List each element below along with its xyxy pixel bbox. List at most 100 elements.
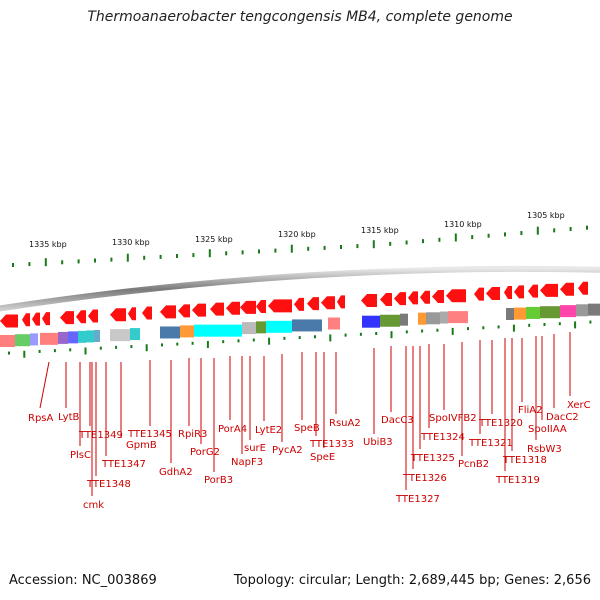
scale-tick [28, 262, 31, 267]
feature-tick [589, 320, 592, 324]
cog-bar [0, 335, 15, 347]
feature-tick [23, 350, 26, 358]
feature-tick [8, 351, 10, 355]
scale-tick [323, 245, 326, 250]
scale-tick [438, 237, 441, 242]
gene-label-plsc: PlsC [70, 450, 91, 461]
cog-bar [400, 313, 408, 326]
cog-bar [15, 334, 30, 347]
feature-tick [130, 345, 133, 349]
feature-tick [574, 321, 577, 329]
cog-bar [362, 315, 380, 328]
gene-label-tte1325: TTE1325 [410, 453, 455, 464]
feature-tick [268, 337, 271, 345]
gene-label-rpsa: RpsA [28, 413, 54, 424]
feature-tick [84, 347, 87, 355]
cog-bar [440, 311, 448, 324]
feature-tick [543, 323, 546, 327]
gene-label-tte1326: TTE1326 [402, 473, 447, 484]
kbp-label: 1310 kbp [444, 220, 482, 229]
gene-label-dacc3: DacC3 [381, 415, 414, 426]
feature-tick [558, 322, 561, 326]
cog-bar [78, 330, 86, 343]
kbp-label: 1330 kbp [112, 238, 150, 247]
gene-arrow [128, 307, 136, 321]
gene-arrow [160, 305, 176, 319]
leader-line [39, 361, 50, 409]
gene-label-lyte2: LytE2 [255, 425, 282, 436]
scale-tick [340, 245, 342, 249]
scale-tick [241, 250, 244, 255]
gene-label-pcnb2: PcnB2 [458, 459, 489, 470]
gene-label-rsua2: RsuA2 [329, 418, 361, 429]
accession-text: Accession: NC_003869 [9, 573, 157, 588]
scale-tick [94, 258, 96, 263]
gene-arrow [540, 283, 558, 297]
gene-arrow [528, 284, 538, 298]
feature-tick [482, 326, 485, 330]
kbp-label: 1315 kbp [361, 226, 399, 235]
cog-bar [448, 311, 468, 324]
gene-label-napf3: NapF3 [231, 457, 263, 468]
gene-label-tte1318: TTE1318 [502, 455, 547, 466]
gene-label-tte1347: TTE1347 [101, 459, 146, 470]
gene-label-tte1320: TTE1320 [478, 418, 523, 429]
scale-tick [487, 233, 490, 238]
scale-tick [389, 241, 392, 246]
scale-tick [77, 259, 80, 264]
kbp-label: 1305 kbp [527, 211, 565, 220]
gene-label-flia2: FliA2 [518, 405, 543, 416]
feature-tick [206, 340, 209, 348]
scale-tick [290, 244, 293, 253]
feature-tick [329, 334, 332, 342]
scale-tick [12, 263, 14, 267]
gene-label-sure: surE [244, 443, 266, 454]
gene-arrow [337, 295, 345, 309]
cog-bar [58, 331, 68, 344]
scale-tick [192, 253, 195, 258]
genome-stats-text: Topology: circular; Length: 2,689,445 bp… [233, 573, 591, 588]
gene-labels: RpsA LytB PlsC TTE1349 cmk TTE1348 TTE13… [28, 400, 591, 511]
scale-tick [553, 228, 556, 233]
gene-label-tte1327: TTE1327 [395, 494, 440, 505]
gene-arrow [268, 299, 292, 313]
feature-tick [69, 348, 72, 352]
scale-tick [372, 240, 375, 249]
gene-arrow [514, 285, 524, 299]
gene-arrow [321, 296, 335, 310]
feature-tick [38, 349, 41, 353]
cog-bar [130, 328, 140, 341]
gene-arrow [380, 292, 392, 306]
scale-tick [536, 226, 539, 235]
cog-bar [194, 324, 242, 337]
scale-tick [61, 260, 64, 265]
gene-label-gdha2: GdhA2 [159, 467, 193, 478]
cog-bar [30, 333, 38, 346]
cog-bar [160, 326, 180, 339]
cog-bar [526, 306, 540, 319]
scale-labels: 1335 kbp 1330 kbp 1325 kbp 1320 kbp 1315… [29, 211, 565, 249]
gene-arrow [88, 309, 98, 323]
scale-tick [44, 258, 47, 267]
cog-bar [514, 307, 526, 320]
feature-tick [451, 327, 454, 335]
genome-backbone [0, 265, 600, 312]
gene-arrow [446, 289, 466, 303]
gene-label-tte1348: TTE1348 [86, 479, 131, 490]
scale-tick [405, 240, 408, 245]
gene-arrow [192, 303, 206, 317]
feature-tick [528, 323, 531, 327]
cog-bar [266, 320, 292, 333]
cog-bar [380, 314, 400, 327]
feature-tick [359, 332, 362, 336]
gene-label-pyca2: PycA2 [272, 445, 303, 456]
gene-arrow [560, 282, 574, 296]
cog-bar [86, 330, 94, 343]
feature-tick [115, 345, 118, 349]
kbp-label: 1320 kbp [278, 230, 316, 239]
gene-arrow [294, 297, 304, 311]
cog-bar [426, 312, 440, 325]
gene-label-rpir3: RpiR3 [178, 429, 207, 440]
gene-label-porb3: PorB3 [204, 475, 233, 486]
gene-arrow [226, 301, 240, 315]
